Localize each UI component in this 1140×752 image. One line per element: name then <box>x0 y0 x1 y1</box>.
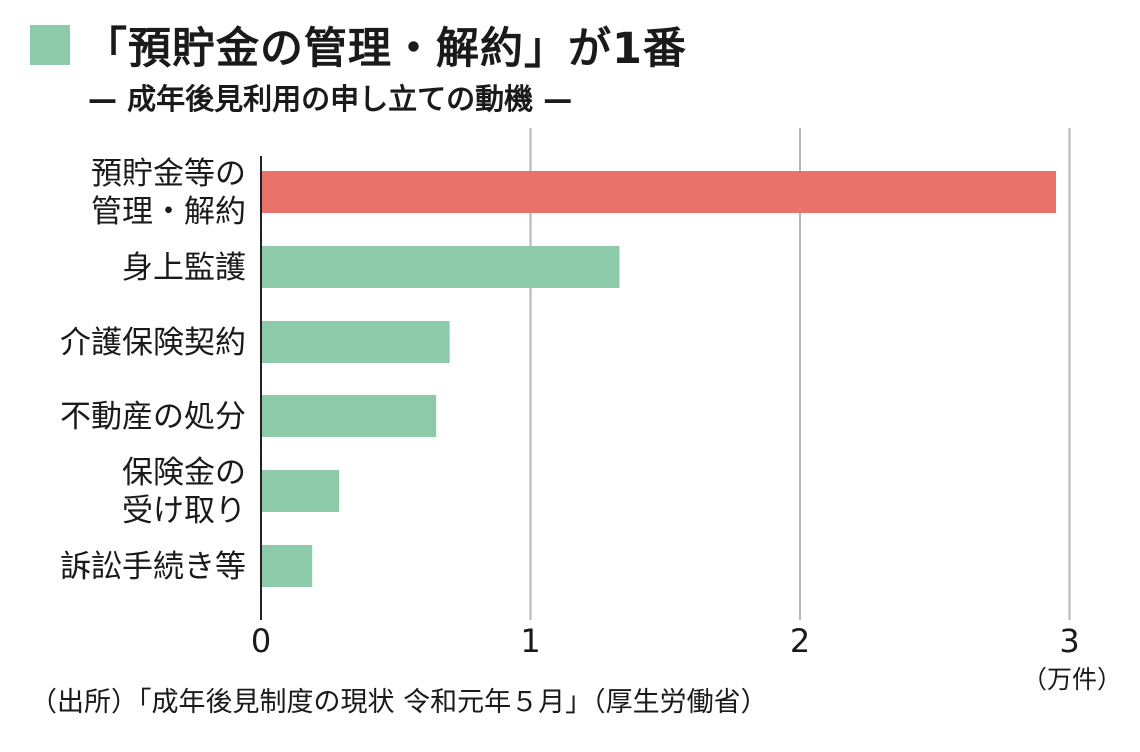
category-label: 管理・解約 <box>91 194 246 230</box>
category-label: 訴訟手続き等 <box>60 549 246 585</box>
tick-label: 1 <box>520 622 540 660</box>
title-square <box>30 25 70 65</box>
category-label: 受け取り <box>122 493 246 529</box>
bar <box>261 171 1057 213</box>
category-label: 介護保険契約 <box>60 325 246 361</box>
category-label: 不動産の処分 <box>60 399 246 435</box>
unit-label: （万件） <box>1022 665 1123 694</box>
tick-label: 2 <box>790 622 810 660</box>
tick-label: 3 <box>1059 622 1079 660</box>
source-note: （出所）「成年後見制度の現状 令和元年５月」（厚生労働省） <box>30 687 768 718</box>
chart-subtitle: — 成年後見利用の申し立ての動機 — <box>88 82 573 116</box>
category-label: 保険金の <box>122 455 246 491</box>
title-row: 「預貯金の管理・解約」が1番 <box>30 14 687 76</box>
chart-title: 「預貯金の管理・解約」が1番 <box>84 24 687 74</box>
bar <box>261 246 620 288</box>
tick-label: 0 <box>251 622 271 660</box>
bar <box>261 321 450 363</box>
category-label: 身上監護 <box>122 250 246 286</box>
bar <box>261 395 437 437</box>
bar <box>261 470 340 512</box>
category-label: 預貯金等の <box>91 156 246 192</box>
bar <box>261 545 313 587</box>
